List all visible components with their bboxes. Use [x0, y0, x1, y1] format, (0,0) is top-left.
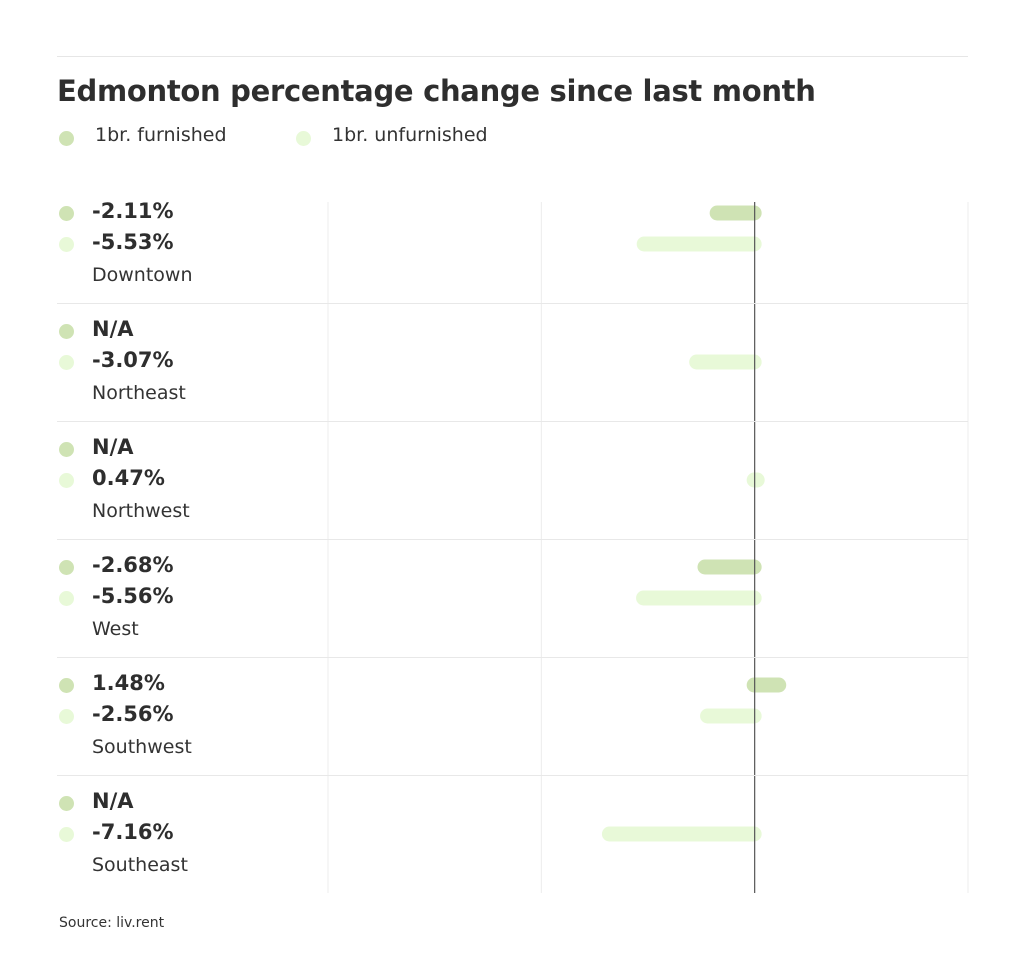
- unfurnished-dot: [59, 591, 74, 606]
- furnished-dot: [59, 442, 74, 457]
- row-separator: [57, 421, 968, 422]
- row-separator: [57, 303, 968, 304]
- legend-unfurnished-swatch: [296, 131, 311, 146]
- value-label-unfurnished-downtown: -5.53%: [92, 230, 174, 254]
- furnished-dot: [59, 678, 74, 693]
- furnished-dot: [59, 796, 74, 811]
- value-label-furnished-downtown: -2.11%: [92, 199, 174, 223]
- value-label-unfurnished-northeast: -3.07%: [92, 348, 174, 372]
- row-separator: [57, 539, 968, 540]
- top-divider: [57, 56, 968, 57]
- furnished-dot: [59, 324, 74, 339]
- value-label-furnished-northwest: N/A: [92, 435, 134, 459]
- region-label-southeast: Southeast: [92, 854, 188, 876]
- value-label-unfurnished-northwest: 0.47%: [92, 466, 165, 490]
- legend-furnished-swatch: [59, 131, 74, 146]
- region-label-northwest: Northwest: [92, 500, 190, 522]
- value-label-unfurnished-southwest: -2.56%: [92, 702, 174, 726]
- furnished-dot: [59, 206, 74, 221]
- legend-unfurnished-label: 1br. unfurnished: [332, 124, 488, 146]
- unfurnished-dot: [59, 237, 74, 252]
- chart-title: Edmonton percentage change since last mo…: [57, 74, 816, 108]
- region-label-southwest: Southwest: [92, 736, 192, 758]
- value-label-unfurnished-southeast: -7.16%: [92, 820, 174, 844]
- unfurnished-dot: [59, 355, 74, 370]
- value-label-unfurnished-west: -5.56%: [92, 584, 174, 608]
- row-separator: [57, 657, 968, 658]
- source-note: Source: liv.rent: [59, 915, 165, 931]
- region-label-northeast: Northeast: [92, 382, 186, 404]
- value-label-furnished-northeast: N/A: [92, 317, 134, 341]
- value-label-furnished-southwest: 1.48%: [92, 671, 165, 695]
- value-label-furnished-west: -2.68%: [92, 553, 174, 577]
- row-separator: [57, 775, 968, 776]
- value-label-furnished-southeast: N/A: [92, 789, 134, 813]
- legend-furnished-label: 1br. furnished: [95, 124, 227, 146]
- unfurnished-dot: [59, 827, 74, 842]
- unfurnished-dot: [59, 473, 74, 488]
- region-label-west: West: [92, 618, 139, 640]
- unfurnished-dot: [59, 709, 74, 724]
- furnished-dot: [59, 560, 74, 575]
- region-label-downtown: Downtown: [92, 264, 193, 286]
